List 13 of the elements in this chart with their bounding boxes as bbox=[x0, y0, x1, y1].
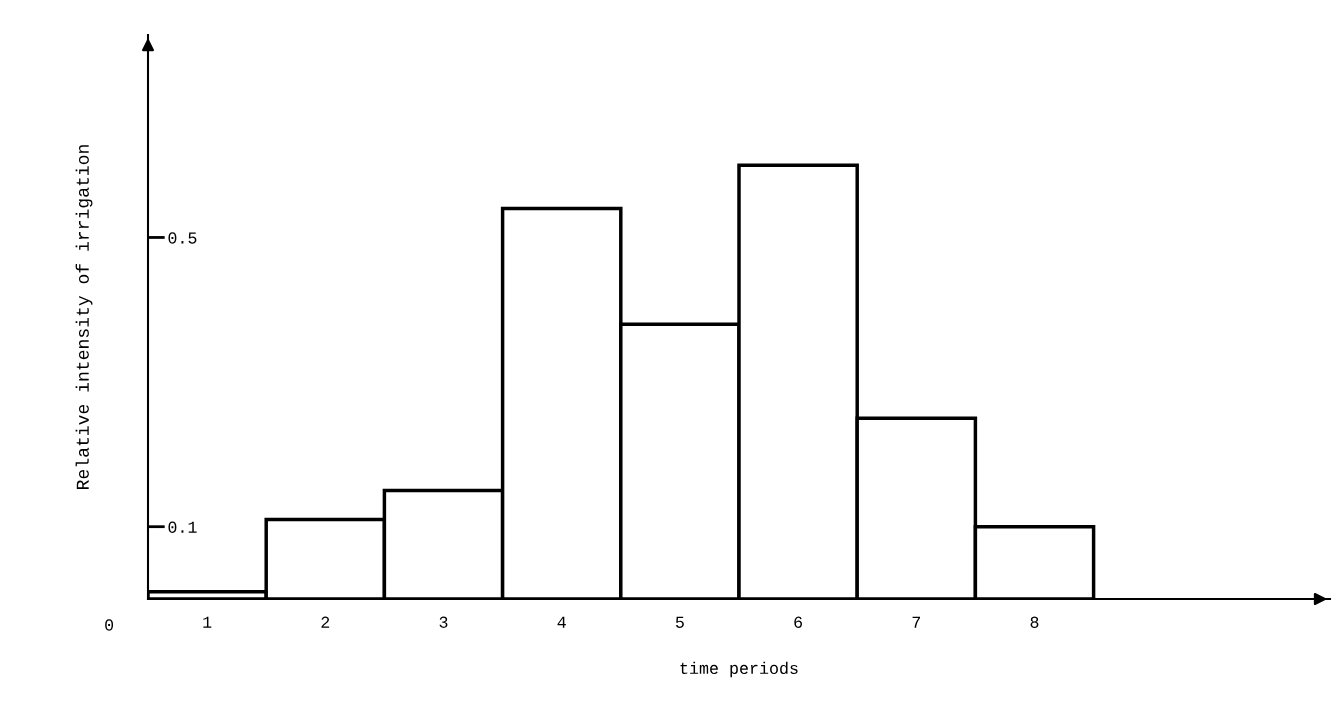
x-tick-label: 1 bbox=[203, 616, 212, 628]
x-tick-label: 7 bbox=[912, 616, 920, 628]
y-axis-title: Relative intensity of irrigation bbox=[75, 145, 93, 489]
x-tick-label: 4 bbox=[557, 616, 566, 628]
y-tick-label: 0.5 bbox=[168, 232, 197, 244]
y-tick-label: 0.1 bbox=[168, 521, 197, 533]
x-tick-label: 5 bbox=[675, 616, 684, 628]
x-tick-label: 8 bbox=[1030, 616, 1039, 628]
x-axis-title: time periods bbox=[680, 661, 798, 678]
text: 0 bbox=[105, 619, 114, 631]
x-tick-label: 3 bbox=[439, 616, 448, 628]
x-tick-label: 6 bbox=[794, 616, 803, 628]
x-tick-label: 2 bbox=[321, 616, 330, 628]
